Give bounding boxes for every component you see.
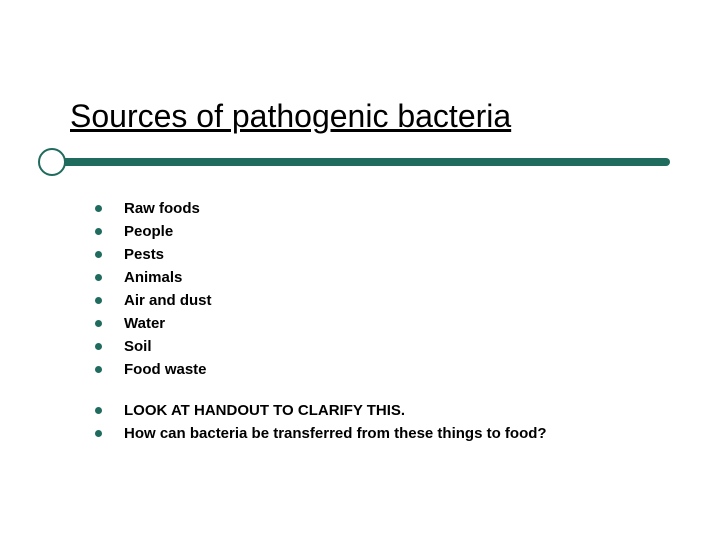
- list-item: LOOK AT HANDOUT TO CLARIFY THIS.: [95, 402, 547, 419]
- list-item: Raw foods: [95, 200, 547, 217]
- divider-circle-icon: [38, 148, 66, 176]
- list-item: How can bacteria be transferred from the…: [95, 425, 547, 442]
- bullet-text: Raw foods: [124, 200, 200, 217]
- bullet-text: Soil: [124, 338, 152, 355]
- title-divider: [38, 148, 678, 176]
- bullet-text: Water: [124, 315, 165, 332]
- content-area: Raw foods People Pests Animals Air and dust W…: [95, 200, 547, 448]
- bullet-text: Pests: [124, 246, 164, 263]
- bullet-icon: [95, 205, 102, 212]
- list-item: People: [95, 223, 547, 240]
- bullet-icon: [95, 228, 102, 235]
- group-spacer: [95, 384, 547, 402]
- slide: Sources of pathogenic bacteria Raw foods…: [0, 0, 720, 540]
- bullet-icon: [95, 343, 102, 350]
- bullet-icon: [95, 274, 102, 281]
- bullet-icon: [95, 320, 102, 327]
- bullet-text: Animals: [124, 269, 182, 286]
- bullet-text: LOOK AT HANDOUT TO CLARIFY THIS.: [124, 402, 405, 419]
- bullet-text: Air and dust: [124, 292, 212, 309]
- list-item: Pests: [95, 246, 547, 263]
- divider-bar: [52, 158, 670, 166]
- list-item: Animals: [95, 269, 547, 286]
- bullet-icon: [95, 430, 102, 437]
- list-item: Food waste: [95, 361, 547, 378]
- list-item: Soil: [95, 338, 547, 355]
- bullet-group-2: LOOK AT HANDOUT TO CLARIFY THIS. How can …: [95, 402, 547, 442]
- list-item: Water: [95, 315, 547, 332]
- bullet-text: How can bacteria be transferred from the…: [124, 425, 547, 442]
- bullet-icon: [95, 297, 102, 304]
- bullet-icon: [95, 251, 102, 258]
- slide-title: Sources of pathogenic bacteria: [70, 98, 511, 135]
- list-item: Air and dust: [95, 292, 547, 309]
- bullet-text: Food waste: [124, 361, 207, 378]
- bullet-icon: [95, 407, 102, 414]
- bullet-icon: [95, 366, 102, 373]
- bullet-text: People: [124, 223, 173, 240]
- bullet-group-1: Raw foods People Pests Animals Air and dust W…: [95, 200, 547, 378]
